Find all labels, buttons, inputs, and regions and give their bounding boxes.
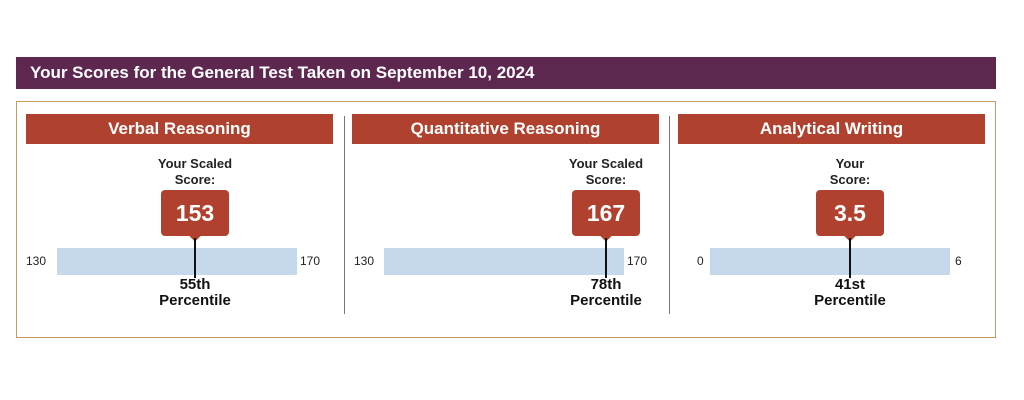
analytical-writing-section: Analytical Writing Your Score: 3.5 0 6 4… (678, 114, 985, 314)
score-marker (848, 238, 851, 278)
score-caption: Your Scaled Score: (135, 156, 255, 188)
section-title: Analytical Writing (678, 114, 985, 144)
scale-max-label: 170 (627, 254, 648, 268)
section-title: Quantitative Reasoning (352, 114, 659, 144)
score-scale-bar (384, 248, 624, 275)
score-caption-line1: Your Scaled (157, 156, 233, 171)
scale-min-label: 130 (26, 254, 47, 268)
score-caption-line2: Score: (585, 172, 627, 187)
section-title: Verbal Reasoning (26, 114, 333, 144)
score-caption-line2: Score: (174, 172, 216, 187)
section-divider (669, 116, 670, 314)
score-panel: Verbal Reasoning Your Scaled Score: 153 … (16, 101, 996, 338)
score-marker (605, 238, 607, 278)
quantitative-reasoning-section: Quantitative Reasoning Your Scaled Score… (352, 114, 659, 314)
percentile-label: 55th Percentile (135, 277, 255, 309)
percentile-word: Percentile (159, 292, 231, 309)
section-divider (344, 116, 345, 314)
score-badge: 3.5 (815, 190, 884, 236)
percentile-word: Percentile (814, 292, 886, 309)
scale-max-label: 170 (300, 254, 321, 268)
scale-max-label: 6 (955, 254, 962, 268)
score-badge: 167 (572, 190, 640, 236)
percentile-value: 41st (834, 276, 865, 293)
score-caption-line1: Your (835, 156, 865, 171)
score-badge: 153 (161, 190, 229, 236)
verbal-reasoning-section: Verbal Reasoning Your Scaled Score: 153 … (26, 114, 333, 314)
percentile-value: 78th (590, 276, 622, 293)
percentile-value: 55th (179, 276, 211, 293)
score-caption: Your Score: (790, 156, 910, 188)
percentile-label: 41st Percentile (790, 277, 910, 309)
percentile-label: 78th Percentile (546, 277, 666, 309)
scale-min-label: 130 (354, 254, 375, 268)
score-marker (194, 238, 196, 278)
scale-min-label: 0 (697, 254, 704, 268)
score-caption: Your Scaled Score: (546, 156, 666, 188)
page-title: Your Scores for the General Test Taken o… (16, 57, 996, 89)
score-scale-bar (710, 248, 950, 275)
score-caption-line1: Your Scaled (568, 156, 644, 171)
percentile-word: Percentile (570, 292, 642, 309)
score-caption-line2: Score: (829, 172, 871, 187)
score-scale-bar (57, 248, 297, 275)
